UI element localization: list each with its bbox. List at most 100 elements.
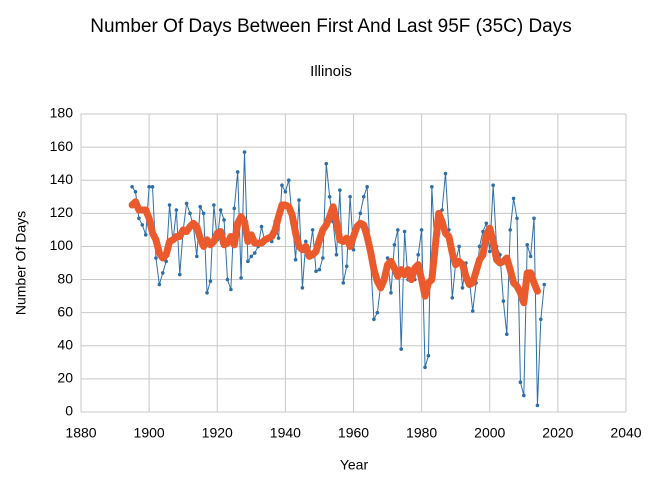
data-point	[304, 239, 308, 244]
data-point	[283, 190, 288, 194]
data-point	[222, 218, 226, 222]
data-point	[348, 194, 352, 199]
data-point	[477, 244, 482, 249]
data-point	[321, 256, 325, 260]
y-tick-label: 0	[65, 403, 73, 419]
data-point	[532, 216, 536, 221]
data-point	[430, 185, 434, 189]
data-point	[201, 211, 206, 216]
x-tick-label: 1980	[406, 425, 437, 441]
data-point	[470, 309, 475, 313]
data-point	[130, 185, 134, 189]
data-point	[140, 223, 145, 227]
data-point	[528, 254, 533, 259]
data-point	[259, 224, 264, 229]
data-point	[177, 272, 182, 277]
data-point	[487, 249, 492, 254]
data-point	[358, 211, 363, 216]
data-point	[208, 279, 213, 284]
y-tick-label: 180	[50, 105, 74, 121]
data-point	[399, 347, 403, 351]
data-point	[419, 228, 424, 232]
data-point	[338, 188, 342, 192]
y-tick-label: 60	[57, 303, 73, 319]
data-point	[372, 317, 376, 322]
data-point	[361, 194, 366, 199]
data-point	[167, 203, 172, 207]
data-point	[280, 183, 284, 187]
data-point	[426, 353, 431, 358]
data-point	[389, 291, 393, 295]
data-point	[314, 269, 318, 274]
data-point	[239, 276, 243, 280]
x-tick-label: 1960	[338, 425, 369, 441]
x-tick-label: 2040	[610, 425, 641, 441]
data-point	[324, 161, 329, 166]
data-point	[317, 267, 322, 272]
data-point	[511, 196, 516, 201]
data-point	[365, 185, 369, 189]
data-point	[443, 171, 448, 176]
data-point	[501, 299, 506, 303]
data-point	[341, 281, 346, 285]
data-point	[491, 183, 495, 187]
x-tick-label: 1920	[202, 425, 233, 441]
y-tick-label: 140	[50, 171, 74, 187]
data-point	[157, 282, 162, 287]
data-point	[137, 216, 141, 221]
data-point	[133, 190, 138, 194]
y-tick-label: 120	[50, 204, 74, 220]
data-point	[212, 203, 216, 207]
data-point	[334, 252, 339, 257]
data-point	[242, 150, 247, 154]
data-point	[225, 277, 230, 282]
data-point	[392, 242, 397, 247]
data-point	[143, 233, 148, 237]
data-point	[154, 256, 158, 260]
data-point	[395, 228, 400, 232]
chart-title: Number Of Days Between First And Last 95…	[90, 16, 572, 37]
data-point	[229, 287, 233, 292]
data-point	[249, 254, 254, 259]
data-point	[484, 221, 489, 226]
data-point	[205, 291, 209, 295]
x-axis-label: Year	[340, 457, 369, 473]
y-tick-label: 80	[57, 270, 73, 286]
data-point	[147, 185, 151, 189]
data-point	[184, 201, 189, 206]
series-line	[128, 198, 541, 307]
x-tick-label: 1940	[270, 425, 301, 441]
data-point	[235, 170, 240, 174]
data-point	[344, 264, 349, 269]
data-point	[297, 198, 301, 202]
y-axis-label: Number Of Days	[13, 211, 29, 315]
data-point	[525, 242, 530, 247]
data-point	[310, 228, 315, 232]
data-point	[252, 251, 257, 255]
y-tick-label: 20	[57, 370, 73, 386]
data-point	[198, 204, 203, 209]
data-point	[286, 178, 291, 183]
data-point	[402, 229, 407, 234]
data-point	[515, 216, 519, 221]
data-point	[246, 259, 250, 264]
data-point	[232, 206, 237, 211]
data-point	[423, 365, 427, 370]
data-point	[504, 332, 509, 336]
y-tick-label: 40	[57, 336, 73, 352]
x-tick-label: 1900	[134, 425, 165, 441]
data-point	[539, 317, 543, 322]
data-point	[174, 208, 179, 212]
data-point	[416, 252, 421, 257]
y-tick-label: 100	[50, 237, 74, 253]
data-point	[327, 194, 332, 199]
x-tick-label: 1880	[65, 425, 96, 441]
data-point	[300, 286, 305, 290]
chart-subtitle: Illinois	[310, 63, 352, 80]
y-tick-label: 160	[50, 138, 74, 154]
data-point	[160, 271, 165, 275]
data-point	[518, 380, 523, 385]
data-point	[450, 295, 455, 300]
data-point	[375, 310, 380, 315]
